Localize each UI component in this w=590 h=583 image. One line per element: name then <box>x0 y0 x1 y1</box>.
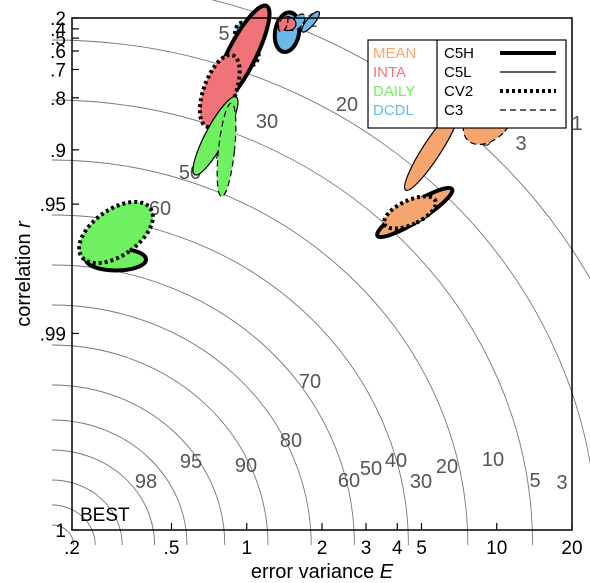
contour-label-50-1: 50 <box>360 458 382 480</box>
y-tick-label-.2: .2 <box>50 9 66 30</box>
contour-line-0 <box>51 524 75 546</box>
x-axis-ticks: .2 .5 1 2 3 4 5 10 20 <box>64 523 583 559</box>
best-label: BEST <box>80 505 130 526</box>
y-axis-ticks: .2.4.5.6.7 .8 .9 .95 .99 1 <box>40 9 79 542</box>
y-tick-label-.5: .5 <box>50 29 66 50</box>
contour-label-98-0: 98 <box>135 471 157 493</box>
legend-variable-daily: DAILY <box>373 83 415 100</box>
contour-label-60-1: 60 <box>338 470 360 492</box>
x-tick-label-2: 2 <box>317 538 328 559</box>
contour-line-12 <box>51 39 590 466</box>
y-tick-label-1: 1 <box>55 521 66 542</box>
legend-model-cv2: CV2 <box>444 83 473 100</box>
y-tick-label-.6: .6 <box>50 42 66 63</box>
legend-variable-mean: MEAN <box>373 45 416 62</box>
legend-model-c5l: C5L <box>444 64 472 81</box>
y-tick-label-.8: .8 <box>50 89 66 110</box>
contour-label-20-1: 20 <box>436 456 458 478</box>
model-ellipses <box>77 3 515 273</box>
y-tick-label-.7: .7 <box>50 60 66 81</box>
contour-line-4 <box>51 419 188 546</box>
contour-line-11 <box>51 99 534 546</box>
contour-label-1-1: 1 <box>571 113 582 135</box>
x-tick-label-.5: .5 <box>164 538 180 559</box>
legend-model-c3: C3 <box>444 102 463 119</box>
x-tick-label-4: 4 <box>392 538 403 559</box>
y-tick-label-.95: .95 <box>40 195 66 216</box>
contour-line-1 <box>51 504 96 546</box>
x-axis-label: error variance E <box>251 561 394 583</box>
x-tick-label-3: 3 <box>361 538 372 559</box>
contour-label-5-0: 5 <box>218 23 229 45</box>
contour-line-3 <box>51 449 156 546</box>
ellipse-daily-cv2 <box>77 199 155 266</box>
ellipse-daily-c3 <box>216 102 237 198</box>
contour-label-40-1: 40 <box>385 450 407 472</box>
contour-label-70-0: 70 <box>299 371 321 393</box>
contour-line-6 <box>51 344 269 546</box>
x-tick-label-20: 20 <box>561 538 582 559</box>
x-tick-label-10: 10 <box>486 538 507 559</box>
y-tick-label-.4: .4 <box>50 20 66 41</box>
legend: MEAN INTA DAILY DCDL C5H C5L CV2 C3 <box>367 39 567 129</box>
ellipse-inta-c3 <box>278 15 289 33</box>
contour-lines <box>51 0 590 546</box>
contour-label-80-0: 80 <box>280 430 302 452</box>
contour-label-30-0: 30 <box>256 111 278 133</box>
ellipse-mean-cv2 <box>382 194 438 231</box>
x-tick-label-.2: .2 <box>64 538 80 559</box>
ellipse-dcdl-c5l <box>301 10 321 33</box>
legend-variable-dcdl: DCDL <box>373 102 414 119</box>
contour-label-10-0: 10 <box>482 449 504 471</box>
y-axis-label: correlation r <box>13 220 35 327</box>
contour-label-30-1: 30 <box>410 471 432 493</box>
contour-label-3-2: 3 <box>515 133 526 155</box>
legend-variable-inta: INTA <box>373 64 406 81</box>
contour-label-95-0: 95 <box>180 451 202 473</box>
contour-label-3-1: 3 <box>556 472 567 494</box>
contour-line-7 <box>51 304 312 546</box>
contour-label-5-1: 5 <box>529 470 540 492</box>
contour-line-5 <box>51 384 226 546</box>
x-tick-label-5: 5 <box>416 538 427 559</box>
contour-line-13 <box>210 0 590 280</box>
y-tick-label-.9: .9 <box>50 141 66 162</box>
contour-label-20-0: 20 <box>336 94 358 116</box>
contour-line-8 <box>51 264 355 546</box>
legend-model-c5h: C5H <box>444 45 474 62</box>
contour-line-10 <box>51 159 469 546</box>
x-tick-label-1: 1 <box>241 538 252 559</box>
contour-line-2 <box>51 479 123 546</box>
contour-label-90-0: 90 <box>235 455 257 477</box>
y-tick-label-.99: .99 <box>40 324 66 345</box>
